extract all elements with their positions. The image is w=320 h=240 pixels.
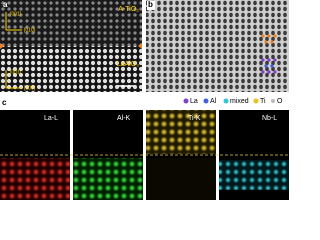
map-label: Nb-L [262, 115, 277, 122]
substrate-image [0, 46, 142, 92]
axis-label: [001] [10, 11, 22, 17]
substrate-label: LaAlO₃ [117, 61, 139, 68]
panel-label: c [2, 98, 7, 107]
eds-maps [0, 110, 289, 200]
legend: La Al mixed Ti O [183, 98, 283, 105]
axis-label: [001] [10, 69, 22, 75]
film-label: A-TiO₂ [118, 6, 139, 13]
page: a A-TiO₂ LaAlO₃ [001] [010] [001] [100] … [0, 0, 289, 200]
simulated-image [146, 0, 289, 92]
legend-entry: Al [210, 98, 217, 105]
axis-label: [010] [24, 27, 36, 33]
film-image [0, 0, 142, 46]
legend-entry: mixed [230, 98, 249, 105]
legend-entry: Ti [260, 98, 266, 105]
map-label: Al-K [117, 115, 131, 122]
atom-overlay [261, 34, 277, 74]
panel-label: b [148, 0, 153, 9]
legend-entry: O [277, 98, 283, 105]
figure: a A-TiO₂ LaAlO₃ [001] [010] [001] [100] … [0, 0, 289, 200]
panel-label: a [3, 0, 8, 9]
legend-entry: La [190, 98, 198, 105]
map-label: La-L [44, 115, 58, 122]
map-label: Ti-K [188, 115, 201, 122]
axis-label: [100] [24, 85, 36, 91]
label-bg [147, 1, 155, 10]
